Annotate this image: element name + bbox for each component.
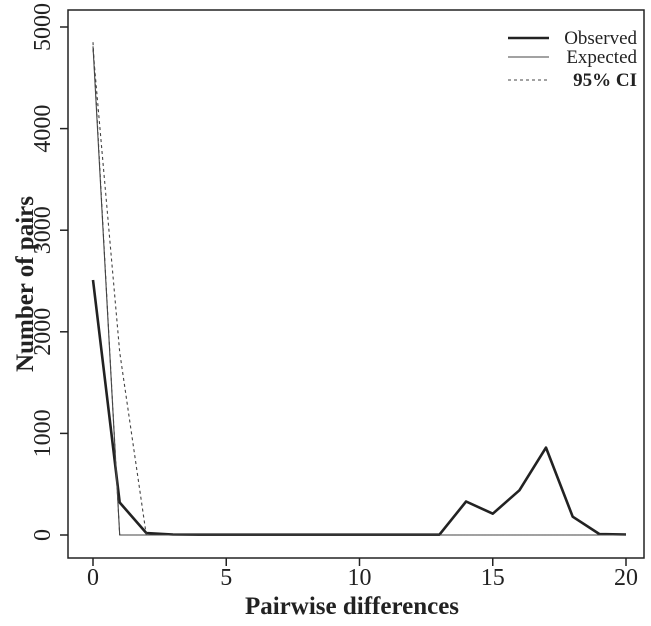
- y-tick-label: 1000: [30, 409, 56, 457]
- y-axis-title: Number of pairs: [12, 196, 39, 372]
- y-tick-label: 5000: [30, 3, 56, 51]
- y-tick-label: 3000: [30, 206, 56, 254]
- legend-label-1: Expected: [566, 47, 637, 68]
- x-tick-label: 15: [481, 565, 505, 591]
- series-line-2: [92, 42, 626, 536]
- x-axis: 0 5 10 15 20: [87, 558, 638, 591]
- legend-label-0: Observed: [564, 28, 637, 49]
- x-tick-label: 5: [220, 565, 232, 591]
- y-tick-label: 0: [30, 529, 56, 541]
- series-line-0: [91, 279, 627, 537]
- x-axis-title: Pairwise differences: [245, 593, 459, 620]
- plot-frame: [67, 9, 645, 559]
- x-tick-label: 20: [614, 565, 638, 591]
- x-tick-label: 0: [87, 565, 99, 591]
- y-axis: 0 1000 2000 3000 4000 5000: [30, 3, 68, 541]
- x-tick-label: 10: [348, 565, 372, 591]
- series-line-3: [92, 49, 626, 536]
- y-tick-label: 4000: [30, 105, 56, 153]
- series-lines: [91, 42, 627, 537]
- y-tick-label: 2000: [30, 308, 56, 356]
- series-line-1: [92, 46, 626, 536]
- legend-label-2: 95% CI: [573, 70, 637, 91]
